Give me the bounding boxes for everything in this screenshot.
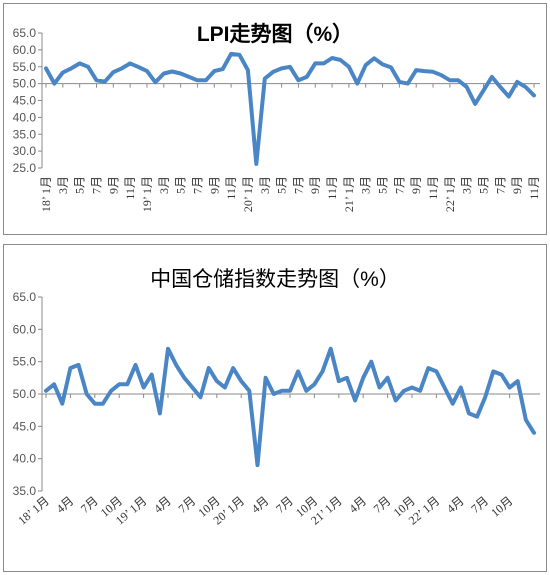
- warehouse-x-tick-label: 4月: [444, 494, 467, 516]
- warehouse-index-chart-title: 中国仓储指数走势图（%）: [150, 268, 400, 291]
- lpi-x-tick-label: 5月: [174, 176, 188, 194]
- lpi-series-line: [44, 51, 536, 166]
- lpi-chart-panel: LPI走势图（%）: [3, 3, 547, 235]
- lpi-x-tick-label: 21’ 1月: [342, 176, 356, 212]
- lpi-y-tick-label: 60.0: [13, 43, 37, 57]
- lpi-x-tick-label: 20’ 1月: [241, 176, 255, 212]
- warehouse-x-tick-label: 10月: [488, 494, 515, 520]
- lpi-x-tick-label: 11月: [123, 176, 137, 200]
- warehouse-y-tick-label: 50.0: [13, 387, 37, 401]
- warehouse-x-tick-label: 7月: [176, 494, 199, 516]
- lpi-x-tick-label: 3月: [460, 176, 474, 194]
- lpi-x-tick-label: 3月: [56, 176, 70, 194]
- warehouse-y-tick-label: 40.0: [13, 452, 37, 466]
- warehouse-y-tick-label: 60.0: [13, 322, 37, 336]
- warehouse-x-tick-label: 4月: [249, 494, 272, 516]
- lpi-y-tick-label: 50.0: [13, 77, 37, 91]
- lpi-x-tick-label: 9月: [308, 176, 322, 194]
- lpi-y-tick-label: 40.0: [13, 110, 37, 124]
- lpi-x-tick-label: 19’ 1月: [140, 176, 154, 212]
- lpi-x-tick-label: 9月: [207, 176, 221, 194]
- lpi-x-tick-label: 7月: [291, 176, 305, 194]
- lpi-y-tick-label: 55.0: [13, 60, 37, 74]
- warehouse-x-tick-label: 7月: [371, 494, 394, 516]
- warehouse-series-line: [44, 346, 536, 468]
- warehouse-x-tick-label: 7月: [273, 494, 296, 516]
- lpi-x-tick-label: 9月: [409, 176, 423, 194]
- warehouse-y-tick-label: 65.0: [13, 290, 37, 304]
- lpi-y-tick-label: 30.0: [13, 144, 37, 158]
- lpi-y-tick-label: 25.0: [13, 161, 37, 175]
- lpi-x-tick-label: 7月: [392, 176, 406, 194]
- lpi-x-tick-label: 22’ 1月: [443, 176, 457, 212]
- lpi-x-tick-label: 9月: [106, 176, 120, 194]
- lpi-x-tick-label: 3月: [359, 176, 373, 194]
- lpi-x-tick-label: 3月: [157, 176, 171, 194]
- warehouse-x-tick-label: 4月: [54, 494, 77, 516]
- lpi-x-tick-label: 5月: [376, 176, 390, 194]
- warehouse-x-tick-label: 4月: [151, 494, 174, 516]
- lpi-chart-title: LPI走势图（%）: [196, 23, 354, 46]
- lpi-x-tick-label: 9月: [510, 176, 524, 194]
- lpi-x-tick-label: 5月: [73, 176, 87, 194]
- lpi-x-tick-label: 7月: [190, 176, 204, 194]
- lpi-x-tick-label: 3月: [258, 176, 272, 194]
- lpi-y-tick-label: 45.0: [13, 94, 37, 108]
- lpi-x-tick-label: 11月: [426, 176, 440, 200]
- lpi-y-tick-label: 65.0: [13, 26, 37, 40]
- warehouse-x-tick-label: 18’ 1月: [15, 494, 52, 528]
- warehouse-y-tick-label: 45.0: [13, 419, 37, 433]
- lpi-y-tick-label: 35.0: [13, 127, 37, 141]
- warehouse-x-tick-label: 7月: [468, 494, 491, 516]
- warehouse-y-tick-label: 35.0: [13, 484, 37, 498]
- warehouse-index-chart-panel: 中国仓储指数走势图（%）: [3, 244, 547, 572]
- lpi-x-tick-label: 7月: [89, 176, 103, 194]
- lpi-x-tick-label: 11月: [224, 176, 238, 200]
- warehouse-x-tick-label: 4月: [346, 494, 369, 516]
- lpi-x-tick-label: 7月: [493, 176, 507, 194]
- lpi-x-tick-label: 5月: [275, 176, 289, 194]
- lpi-x-tick-label: 5月: [477, 176, 491, 194]
- lpi-x-tick-label: 18’ 1月: [39, 176, 53, 212]
- lpi-x-tick-label: 11月: [325, 176, 339, 200]
- lpi-x-tick-label: 11月: [527, 176, 541, 200]
- warehouse-x-tick-label: 7月: [78, 494, 101, 516]
- warehouse-y-tick-label: 55.0: [13, 355, 37, 369]
